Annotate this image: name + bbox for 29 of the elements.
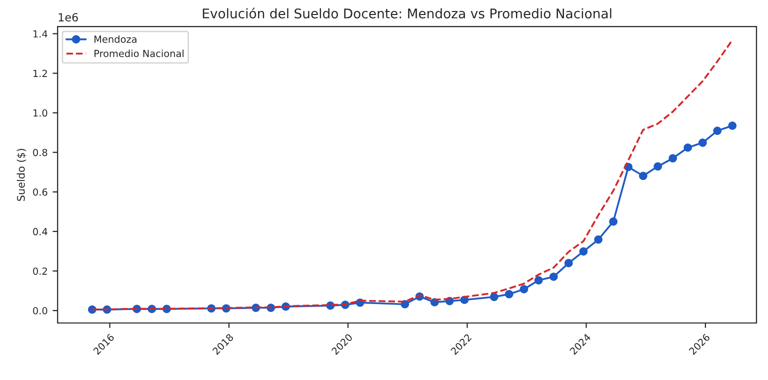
point bbox=[698, 138, 707, 147]
point bbox=[638, 172, 648, 180]
point bbox=[579, 247, 588, 256]
legend-label: Mendoza bbox=[94, 35, 136, 43]
point bbox=[713, 126, 722, 135]
point bbox=[684, 143, 692, 152]
point bbox=[549, 272, 558, 281]
point bbox=[654, 162, 662, 171]
y-axis-title: Sueldo ($) bbox=[16, 148, 26, 201]
y-tick-label: 0.8 bbox=[33, 148, 48, 156]
legend-label: Promedio Nacional bbox=[94, 50, 184, 58]
y-tick-label: 1.4 bbox=[33, 30, 48, 38]
point bbox=[728, 121, 737, 130]
y-tick-label: 1.2 bbox=[33, 70, 47, 77]
point bbox=[490, 292, 498, 302]
point bbox=[668, 154, 677, 162]
y-tick-label: 0.0 bbox=[33, 307, 48, 314]
y-tick-label: 0.4 bbox=[33, 228, 48, 236]
text: 1e6 bbox=[58, 13, 78, 22]
point bbox=[504, 290, 514, 298]
y-tick-label: 0.6 bbox=[33, 188, 48, 196]
point bbox=[520, 285, 528, 294]
point bbox=[594, 235, 602, 244]
point bbox=[609, 217, 618, 226]
y-tick-label: 0.2 bbox=[33, 267, 47, 275]
point bbox=[564, 258, 573, 268]
chart-title: Evolución del Sueldo Docente: Mendoza vs Promedio Nacional bbox=[202, 8, 612, 18]
point bbox=[534, 276, 543, 284]
y-tick-label: 1.0 bbox=[33, 109, 48, 117]
